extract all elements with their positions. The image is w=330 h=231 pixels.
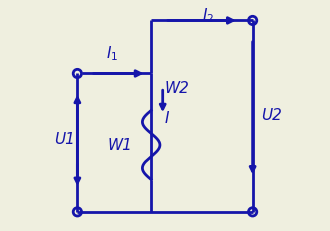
- Text: W2: W2: [165, 80, 190, 95]
- Text: U2: U2: [261, 108, 281, 123]
- Text: I: I: [165, 110, 170, 125]
- Text: I$_2$: I$_2$: [202, 6, 214, 25]
- Text: U1: U1: [54, 131, 75, 146]
- Text: W1: W1: [108, 138, 133, 153]
- Text: I$_1$: I$_1$: [106, 44, 118, 63]
